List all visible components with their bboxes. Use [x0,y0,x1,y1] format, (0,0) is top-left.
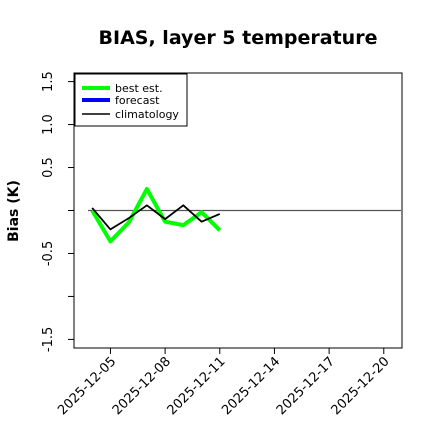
legend-box [74,73,188,127]
x-tick-label: 2025-12-20 [329,354,393,418]
y-tick-label: -1.5 [41,327,56,352]
series-line-climatology [91,204,221,231]
x-axis: 2025-12-052025-12-082025-12-112025-12-14… [55,348,393,418]
y-tick-label: 1.0 [41,114,56,135]
y-axis-label: Bias (K) [6,180,22,242]
series-layer [90,187,222,244]
y-axis: -1.5 -0.5 0.5 1.0 1.5 [41,71,74,352]
legend: best est. forecast climatology [74,73,188,127]
y-tick-label: 1.5 [41,71,56,92]
legend-label-best-est: best est. [115,82,163,95]
chart-title: BIAS, layer 5 temperature [99,27,378,49]
y-tick-label: -0.5 [41,241,56,266]
legend-label-forecast: forecast [115,94,160,107]
legend-label-climatology: climatology [115,108,179,121]
y-tick-label: 0.5 [41,157,56,178]
series-line-best-est [90,187,222,244]
